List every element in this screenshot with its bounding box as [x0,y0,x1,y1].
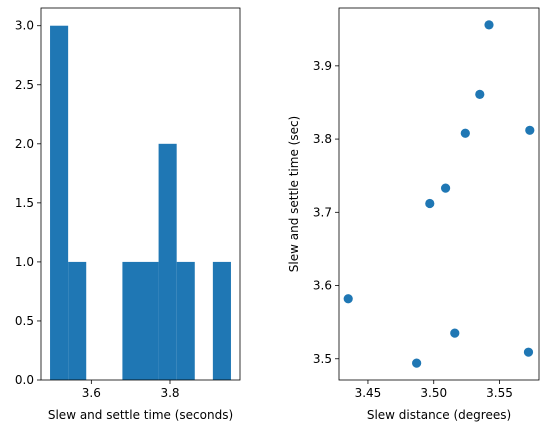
y-tick-label: 1.5 [15,196,34,210]
scatter-point [460,128,470,138]
x-tick-label: 3.8 [160,386,179,400]
histogram-x-axis-label: Slew and settle time (seconds) [48,408,233,422]
scatter-y-ticks: 3.5 3.6 3.7 3.8 3.9 [313,59,339,366]
y-tick-label: 0.5 [15,314,34,328]
x-tick-label: 3.45 [355,386,382,400]
histogram-bar [68,261,87,380]
x-tick-label: 3.55 [486,386,513,400]
scatter-point [412,358,422,368]
histogram-panel: 3.6 3.8 0.0 0.5 1.0 1.5 2.0 2.5 3.0 Slew and se… [15,7,241,422]
scatter-axes-frame [338,7,540,381]
y-tick-label: 2.0 [15,137,34,151]
histogram-bar [50,25,69,380]
scatter-point [523,347,534,357]
histogram-bar [176,261,195,380]
scatter-point [475,89,485,100]
y-tick-label: 3.5 [313,352,332,366]
histogram-axes-frame [40,7,241,381]
y-tick-label: 3.8 [313,132,332,146]
histogram-y-ticks: 0.0 0.5 1.0 1.5 2.0 2.5 3.0 [15,19,41,387]
scatter-point [525,125,535,135]
scatter-point [343,294,353,304]
scatter-points [343,20,535,368]
y-tick-label: 3.0 [15,19,34,33]
histogram-bar [158,143,177,380]
histogram-bar [122,261,141,380]
scatter-point [440,183,451,193]
y-tick-label: 3.6 [313,279,332,293]
scatter-point [450,328,460,338]
histogram-x-ticks: 3.6 3.8 [82,380,180,400]
scatter-panel: 3.45 3.50 3.55 3.5 3.6 3.7 3.8 3.9 Slew distan… [287,7,540,422]
scatter-y-axis-label: Slew and settle time (sec) [287,116,301,272]
histogram-bar [212,261,231,380]
y-tick-label: 3.9 [313,59,332,73]
histogram-bar [140,261,159,380]
y-tick-label: 0.0 [15,373,34,387]
scatter-x-ticks: 3.45 3.50 3.55 [355,380,513,400]
x-tick-label: 3.6 [82,386,101,400]
y-tick-label: 3.7 [313,205,332,219]
scatter-x-axis-label: Slew distance (degrees) [367,408,511,422]
x-tick-label: 3.50 [420,386,447,400]
y-tick-label: 2.5 [15,78,34,92]
y-tick-label: 1.0 [15,255,34,269]
scatter-point [425,198,435,209]
scatter-point [484,20,494,30]
histogram-bars [50,25,231,380]
